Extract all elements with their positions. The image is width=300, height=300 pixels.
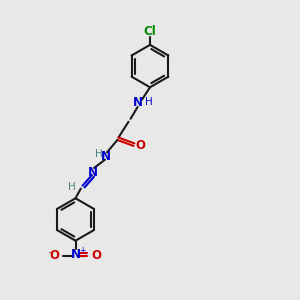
Text: H: H [68, 182, 76, 191]
Text: O: O [135, 140, 145, 152]
Text: Cl: Cl [144, 25, 156, 38]
Text: N: N [70, 248, 80, 261]
Text: O: O [91, 249, 101, 262]
Text: H: H [145, 97, 153, 107]
Text: O: O [49, 249, 59, 262]
Text: +: + [79, 246, 85, 255]
Text: H: H [94, 149, 102, 159]
Text: N: N [133, 96, 143, 110]
Text: N: N [88, 167, 98, 179]
Text: -: - [49, 248, 51, 257]
Text: N: N [101, 150, 111, 163]
